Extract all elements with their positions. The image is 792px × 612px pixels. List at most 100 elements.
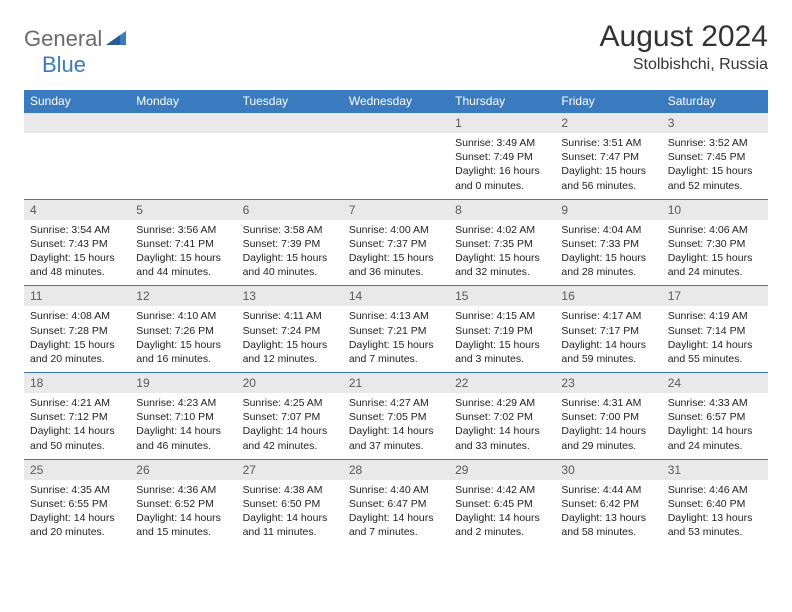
day-number-row: 123 bbox=[24, 113, 768, 134]
sunset-text: Sunset: 7:24 PM bbox=[243, 324, 337, 338]
sunrise-text: Sunrise: 4:31 AM bbox=[561, 396, 655, 410]
daylight-text: Daylight: 15 hours and 20 minutes. bbox=[30, 338, 124, 366]
daylight-text: Daylight: 13 hours and 58 minutes. bbox=[561, 511, 655, 539]
day-number-cell bbox=[24, 113, 130, 134]
sunrise-text: Sunrise: 4:06 AM bbox=[668, 223, 762, 237]
day-number-row: 45678910 bbox=[24, 199, 768, 220]
sunrise-text: Sunrise: 3:49 AM bbox=[455, 136, 549, 150]
day-number-cell: 13 bbox=[237, 286, 343, 307]
day-number-cell: 30 bbox=[555, 459, 661, 480]
day-number-cell: 21 bbox=[343, 373, 449, 394]
calendar-table: SundayMondayTuesdayWednesdayThursdayFrid… bbox=[24, 90, 768, 545]
day-number-row: 11121314151617 bbox=[24, 286, 768, 307]
day-number-cell: 22 bbox=[449, 373, 555, 394]
day-content-cell: Sunrise: 3:49 AMSunset: 7:49 PMDaylight:… bbox=[449, 133, 555, 199]
sunset-text: Sunset: 7:19 PM bbox=[455, 324, 549, 338]
day-number-cell: 7 bbox=[343, 199, 449, 220]
day-content-cell bbox=[24, 133, 130, 199]
sunrise-text: Sunrise: 4:25 AM bbox=[243, 396, 337, 410]
day-content-cell: Sunrise: 4:29 AMSunset: 7:02 PMDaylight:… bbox=[449, 393, 555, 459]
daylight-text: Daylight: 15 hours and 24 minutes. bbox=[668, 251, 762, 279]
day-number-cell: 5 bbox=[130, 199, 236, 220]
day-number-row: 18192021222324 bbox=[24, 373, 768, 394]
weekday-header: Sunday bbox=[24, 90, 130, 113]
weekday-header: Wednesday bbox=[343, 90, 449, 113]
sunset-text: Sunset: 7:30 PM bbox=[668, 237, 762, 251]
weekday-header: Monday bbox=[130, 90, 236, 113]
sunset-text: Sunset: 7:47 PM bbox=[561, 150, 655, 164]
day-number-cell: 9 bbox=[555, 199, 661, 220]
day-number-cell: 2 bbox=[555, 113, 661, 134]
sunset-text: Sunset: 6:45 PM bbox=[455, 497, 549, 511]
day-number-cell: 3 bbox=[662, 113, 768, 134]
logo-triangle-icon bbox=[106, 29, 126, 50]
day-content-cell: Sunrise: 4:44 AMSunset: 6:42 PMDaylight:… bbox=[555, 480, 661, 546]
day-number-cell: 31 bbox=[662, 459, 768, 480]
sunrise-text: Sunrise: 4:23 AM bbox=[136, 396, 230, 410]
day-content-cell: Sunrise: 4:08 AMSunset: 7:28 PMDaylight:… bbox=[24, 306, 130, 372]
sunset-text: Sunset: 6:40 PM bbox=[668, 497, 762, 511]
day-number-cell: 29 bbox=[449, 459, 555, 480]
daylight-text: Daylight: 15 hours and 44 minutes. bbox=[136, 251, 230, 279]
daylight-text: Daylight: 14 hours and 15 minutes. bbox=[136, 511, 230, 539]
day-content-cell: Sunrise: 4:19 AMSunset: 7:14 PMDaylight:… bbox=[662, 306, 768, 372]
day-content-cell: Sunrise: 3:52 AMSunset: 7:45 PMDaylight:… bbox=[662, 133, 768, 199]
day-number-row: 25262728293031 bbox=[24, 459, 768, 480]
weekday-header: Tuesday bbox=[237, 90, 343, 113]
day-number-cell: 19 bbox=[130, 373, 236, 394]
sunrise-text: Sunrise: 4:36 AM bbox=[136, 483, 230, 497]
day-content-cell: Sunrise: 4:00 AMSunset: 7:37 PMDaylight:… bbox=[343, 220, 449, 286]
sunrise-text: Sunrise: 4:19 AM bbox=[668, 309, 762, 323]
sunset-text: Sunset: 6:50 PM bbox=[243, 497, 337, 511]
daylight-text: Daylight: 14 hours and 20 minutes. bbox=[30, 511, 124, 539]
daylight-text: Daylight: 15 hours and 28 minutes. bbox=[561, 251, 655, 279]
day-number-cell: 8 bbox=[449, 199, 555, 220]
day-number-cell: 11 bbox=[24, 286, 130, 307]
daylight-text: Daylight: 15 hours and 12 minutes. bbox=[243, 338, 337, 366]
sunset-text: Sunset: 7:12 PM bbox=[30, 410, 124, 424]
daylight-text: Daylight: 14 hours and 33 minutes. bbox=[455, 424, 549, 452]
day-content-cell: Sunrise: 4:31 AMSunset: 7:00 PMDaylight:… bbox=[555, 393, 661, 459]
day-number-cell: 23 bbox=[555, 373, 661, 394]
sunrise-text: Sunrise: 4:02 AM bbox=[455, 223, 549, 237]
day-number-cell: 1 bbox=[449, 113, 555, 134]
day-content-row: Sunrise: 3:54 AMSunset: 7:43 PMDaylight:… bbox=[24, 220, 768, 286]
daylight-text: Daylight: 14 hours and 7 minutes. bbox=[349, 511, 443, 539]
sunrise-text: Sunrise: 4:13 AM bbox=[349, 309, 443, 323]
daylight-text: Daylight: 16 hours and 0 minutes. bbox=[455, 164, 549, 192]
sunrise-text: Sunrise: 4:27 AM bbox=[349, 396, 443, 410]
sunrise-text: Sunrise: 4:38 AM bbox=[243, 483, 337, 497]
sunrise-text: Sunrise: 4:42 AM bbox=[455, 483, 549, 497]
sunset-text: Sunset: 7:35 PM bbox=[455, 237, 549, 251]
day-number-cell: 17 bbox=[662, 286, 768, 307]
sunrise-text: Sunrise: 4:00 AM bbox=[349, 223, 443, 237]
logo: General bbox=[24, 20, 128, 52]
daylight-text: Daylight: 14 hours and 29 minutes. bbox=[561, 424, 655, 452]
sunrise-text: Sunrise: 4:15 AM bbox=[455, 309, 549, 323]
daylight-text: Daylight: 14 hours and 55 minutes. bbox=[668, 338, 762, 366]
day-number-cell: 12 bbox=[130, 286, 236, 307]
sunrise-text: Sunrise: 4:46 AM bbox=[668, 483, 762, 497]
sunrise-text: Sunrise: 3:52 AM bbox=[668, 136, 762, 150]
day-number-cell: 14 bbox=[343, 286, 449, 307]
daylight-text: Daylight: 15 hours and 16 minutes. bbox=[136, 338, 230, 366]
day-content-row: Sunrise: 4:08 AMSunset: 7:28 PMDaylight:… bbox=[24, 306, 768, 372]
day-content-cell: Sunrise: 4:40 AMSunset: 6:47 PMDaylight:… bbox=[343, 480, 449, 546]
daylight-text: Daylight: 14 hours and 24 minutes. bbox=[668, 424, 762, 452]
sunset-text: Sunset: 7:49 PM bbox=[455, 150, 549, 164]
sunrise-text: Sunrise: 4:08 AM bbox=[30, 309, 124, 323]
sunrise-text: Sunrise: 3:51 AM bbox=[561, 136, 655, 150]
logo-text-blue: Blue bbox=[42, 52, 86, 77]
sunset-text: Sunset: 7:39 PM bbox=[243, 237, 337, 251]
daylight-text: Daylight: 14 hours and 11 minutes. bbox=[243, 511, 337, 539]
sunrise-text: Sunrise: 4:40 AM bbox=[349, 483, 443, 497]
sunrise-text: Sunrise: 4:21 AM bbox=[30, 396, 124, 410]
day-number-cell: 6 bbox=[237, 199, 343, 220]
day-content-cell: Sunrise: 4:42 AMSunset: 6:45 PMDaylight:… bbox=[449, 480, 555, 546]
daylight-text: Daylight: 15 hours and 3 minutes. bbox=[455, 338, 549, 366]
sunset-text: Sunset: 6:42 PM bbox=[561, 497, 655, 511]
day-content-cell: Sunrise: 4:11 AMSunset: 7:24 PMDaylight:… bbox=[237, 306, 343, 372]
sunset-text: Sunset: 7:10 PM bbox=[136, 410, 230, 424]
sunset-text: Sunset: 7:05 PM bbox=[349, 410, 443, 424]
daylight-text: Daylight: 15 hours and 56 minutes. bbox=[561, 164, 655, 192]
